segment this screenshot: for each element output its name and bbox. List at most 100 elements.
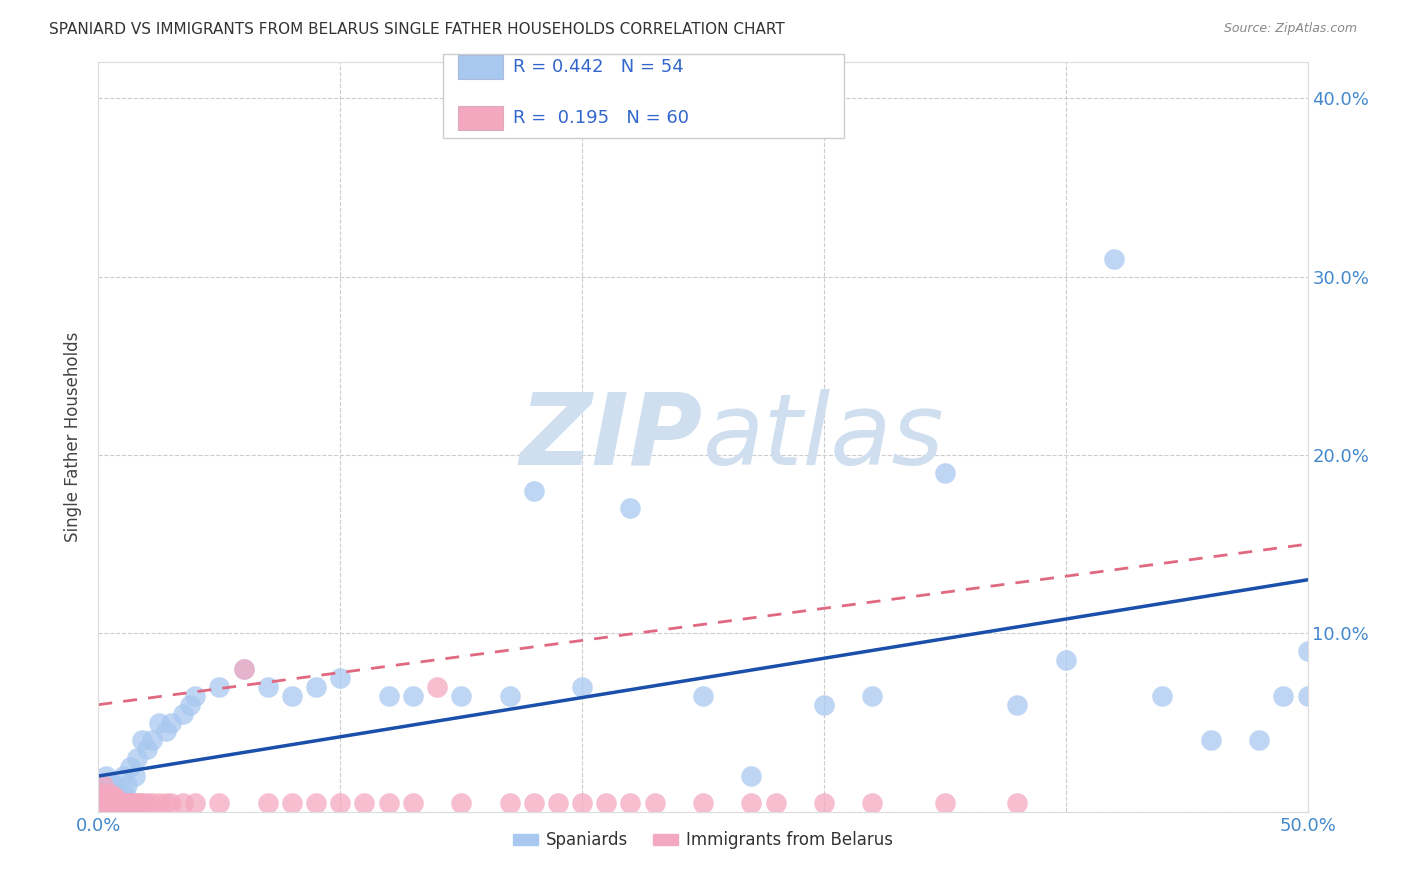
Text: SPANIARD VS IMMIGRANTS FROM BELARUS SINGLE FATHER HOUSEHOLDS CORRELATION CHART: SPANIARD VS IMMIGRANTS FROM BELARUS SING… <box>49 22 785 37</box>
Point <box>232 662 254 676</box>
Point <box>450 796 472 810</box>
Point <box>619 501 641 516</box>
Text: atlas: atlas <box>703 389 945 485</box>
Point <box>127 796 149 810</box>
Point <box>172 706 194 721</box>
Point <box>1199 733 1222 747</box>
Point <box>91 796 114 810</box>
Point <box>595 796 617 810</box>
Point <box>107 796 129 810</box>
Point <box>121 796 143 810</box>
Point <box>1007 698 1029 712</box>
Point <box>101 787 124 801</box>
Point <box>1296 689 1319 703</box>
Point <box>860 689 883 703</box>
Point <box>108 796 131 810</box>
Point <box>184 796 207 810</box>
Point <box>813 698 835 712</box>
Point <box>135 796 157 810</box>
Point <box>97 787 120 801</box>
Point <box>571 680 593 694</box>
Point <box>100 796 122 810</box>
Point <box>128 796 150 810</box>
Point <box>100 787 122 801</box>
Point <box>104 778 127 792</box>
Point <box>256 796 278 810</box>
Point <box>90 796 112 810</box>
Point <box>934 796 956 810</box>
Point <box>104 796 127 810</box>
Point <box>100 796 122 810</box>
Point <box>860 796 883 810</box>
Y-axis label: Single Father Households: Single Father Households <box>65 332 83 542</box>
Point <box>1102 252 1125 266</box>
Legend: Spaniards, Immigrants from Belarus: Spaniards, Immigrants from Belarus <box>506 824 900 855</box>
Point <box>124 796 146 810</box>
Point <box>208 796 231 810</box>
Point <box>91 778 114 792</box>
Point <box>108 796 131 810</box>
Point <box>101 796 124 810</box>
Point <box>107 787 129 801</box>
Point <box>108 796 131 810</box>
Point <box>498 796 520 810</box>
Point <box>148 796 170 810</box>
Point <box>90 787 112 801</box>
Point <box>426 680 449 694</box>
Point <box>571 796 593 810</box>
Point <box>114 787 136 801</box>
Point <box>111 796 134 810</box>
Point <box>813 796 835 810</box>
Point <box>160 796 183 810</box>
Point <box>1249 733 1271 747</box>
Point <box>100 778 122 792</box>
Point <box>94 796 117 810</box>
Point <box>155 724 177 739</box>
Point <box>305 796 328 810</box>
Point <box>97 796 120 810</box>
Point <box>353 796 375 810</box>
Point <box>148 715 170 730</box>
Point <box>523 483 546 498</box>
Point <box>111 796 134 810</box>
Point <box>934 466 956 480</box>
Point <box>127 751 149 765</box>
Point <box>97 790 120 805</box>
Point <box>1272 689 1295 703</box>
Point <box>740 796 762 810</box>
Text: R = 0.442   N = 54: R = 0.442 N = 54 <box>513 58 683 76</box>
Point <box>402 796 425 810</box>
Point <box>208 680 231 694</box>
Point <box>692 689 714 703</box>
Point <box>644 796 666 810</box>
Point <box>692 796 714 810</box>
Point <box>160 715 183 730</box>
Point <box>523 796 546 810</box>
Point <box>377 689 399 703</box>
Point <box>104 790 127 805</box>
Point <box>740 769 762 783</box>
Point <box>184 689 207 703</box>
Point <box>124 769 146 783</box>
Text: Source: ZipAtlas.com: Source: ZipAtlas.com <box>1223 22 1357 36</box>
Point <box>281 796 304 810</box>
Point <box>1152 689 1174 703</box>
Point <box>135 742 157 756</box>
Point <box>141 796 163 810</box>
Point <box>91 790 114 805</box>
Point <box>94 769 117 783</box>
Point <box>179 698 201 712</box>
Text: R =  0.195   N = 60: R = 0.195 N = 60 <box>513 109 689 127</box>
Point <box>118 796 141 810</box>
Point <box>114 796 136 810</box>
Point <box>329 671 352 685</box>
Point <box>91 778 114 792</box>
Point <box>1054 653 1077 667</box>
Point <box>498 689 520 703</box>
Point <box>619 796 641 810</box>
Point <box>281 689 304 703</box>
Point <box>172 796 194 810</box>
Point <box>1007 796 1029 810</box>
Point <box>329 796 352 810</box>
Point <box>141 733 163 747</box>
